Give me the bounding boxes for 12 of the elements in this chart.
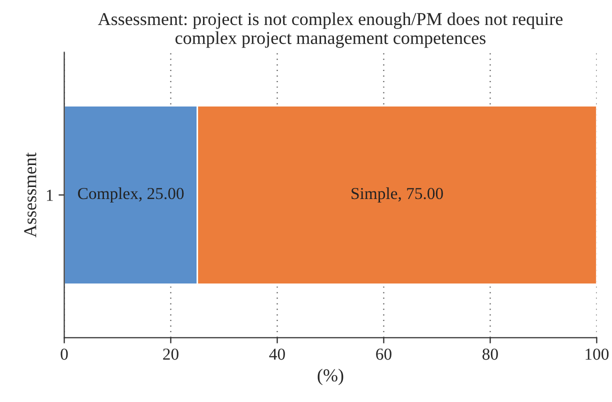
x-tick-label: 100 [586, 348, 609, 360]
data-label: Simple, 75.00 [352, 187, 443, 203]
data-label: Complex, 25.00 [78, 187, 184, 203]
x-tick-label: 0 [60, 348, 68, 360]
y-axis-title: Assessment [24, 152, 36, 238]
x-tick-label: 40 [269, 348, 285, 360]
x-tick-label: 20 [163, 348, 178, 360]
y-tick-label: 1 [46, 190, 53, 201]
x-tick-label: 80 [482, 348, 498, 360]
x-tick-label: 60 [376, 348, 392, 360]
x-axis-title: (%) [318, 368, 344, 386]
chart-title: Assessment: project is not complex enough/PM does not require complex project management competences [98, 12, 563, 48]
